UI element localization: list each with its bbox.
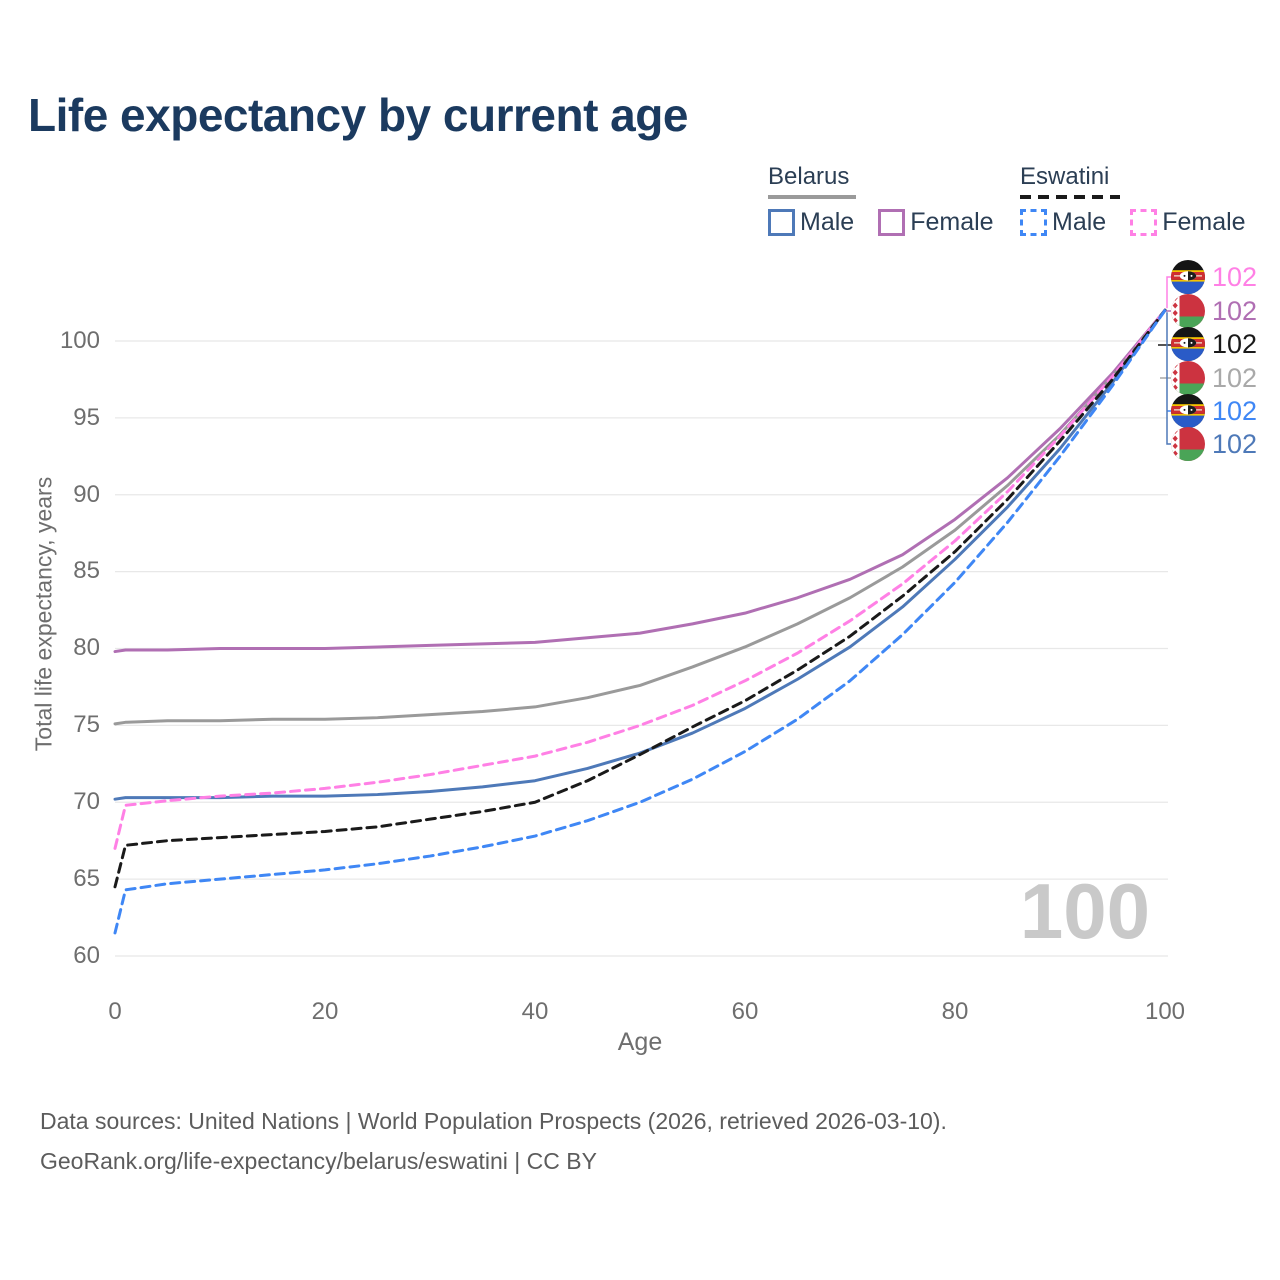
y-tick-95: 95: [73, 404, 100, 431]
legend-item-eswatini-male[interactable]: Male: [1020, 208, 1106, 237]
eswatini-flag-icon: [1171, 260, 1205, 294]
series-line-belarus-both: [113, 308, 1167, 726]
end-value: 102: [1212, 262, 1258, 292]
end-value: 102: [1212, 363, 1258, 393]
end-value: 102: [1212, 296, 1258, 326]
y-axis-title: Total life expectancy, years: [30, 476, 57, 752]
legend-country-eswatini[interactable]: Eswatini: [1020, 163, 1110, 190]
current-age-watermark: 100: [1019, 867, 1150, 955]
legend-item-belarus-male[interactable]: Male: [768, 208, 854, 237]
footer-attribution: GeoRank.org/life-expectancy/belarus/eswa…: [40, 1148, 597, 1174]
end-label-eswatini-female: 102: [1171, 260, 1257, 294]
x-tick-60: 60: [731, 998, 759, 1025]
end-label-eswatini-male: 102: [1171, 394, 1257, 428]
series-line-belarus-female: [113, 308, 1167, 654]
y-tick-75: 75: [73, 711, 100, 738]
end-label-belarus-male: 102: [1171, 427, 1257, 461]
legend-item-belarus-female[interactable]: Female: [878, 208, 994, 237]
eswatini-flag-icon: [1171, 327, 1205, 361]
end-label-belarus-female: 102: [1171, 294, 1257, 328]
x-axis-title: Age: [617, 1028, 663, 1056]
series-line-eswatini-female: [113, 308, 1167, 850]
y-tick-60: 60: [73, 942, 100, 969]
y-tick-100: 100: [59, 327, 100, 354]
belarus-flag-icon: [1171, 294, 1205, 328]
eswatini-male-swatch-icon: [1020, 209, 1047, 236]
x-tick-100: 100: [1144, 998, 1186, 1025]
series-line-eswatini-male: [113, 308, 1167, 935]
y-tick-85: 85: [73, 557, 100, 584]
belarus-flag-icon: [1171, 427, 1205, 461]
y-tick-90: 90: [73, 481, 100, 508]
belarus-line-style-swatch: [768, 195, 856, 199]
eswatini-line-style-swatch: [1020, 195, 1120, 199]
legend-group-eswatini: Eswatini Male Female: [1020, 163, 1270, 237]
eswatini-flag-icon: [1171, 394, 1205, 428]
legend-country-belarus[interactable]: Belarus: [768, 163, 850, 190]
belarus-male-swatch-icon: [768, 209, 795, 236]
end-value: 102: [1212, 396, 1258, 426]
y-tick-65: 65: [73, 865, 100, 892]
footer-data-sources: Data sources: United Nations | World Pop…: [40, 1108, 947, 1134]
series-line-eswatini-both: [113, 308, 1167, 889]
x-tick-40: 40: [521, 998, 549, 1025]
legend-item-eswatini-female[interactable]: Female: [1130, 208, 1246, 237]
x-tick-20: 20: [311, 998, 339, 1025]
y-tick-80: 80: [73, 634, 100, 661]
y-tick-70: 70: [73, 788, 100, 815]
x-tick-80: 80: [941, 998, 969, 1025]
belarus-female-swatch-icon: [878, 209, 906, 236]
end-value: 102: [1212, 429, 1258, 459]
end-value: 102: [1212, 329, 1258, 359]
end-label-belarus-both: 102: [1171, 361, 1257, 395]
series-line-belarus-male: [113, 308, 1167, 801]
page-title: Life expectancy by current age: [28, 89, 688, 141]
end-label-eswatini-both: 102: [1171, 327, 1257, 361]
belarus-flag-icon: [1171, 361, 1205, 395]
x-tick-0: 0: [108, 998, 122, 1025]
eswatini-female-swatch-icon: [1130, 209, 1158, 236]
legend-group-belarus: Belarus Male Female: [768, 163, 1018, 237]
